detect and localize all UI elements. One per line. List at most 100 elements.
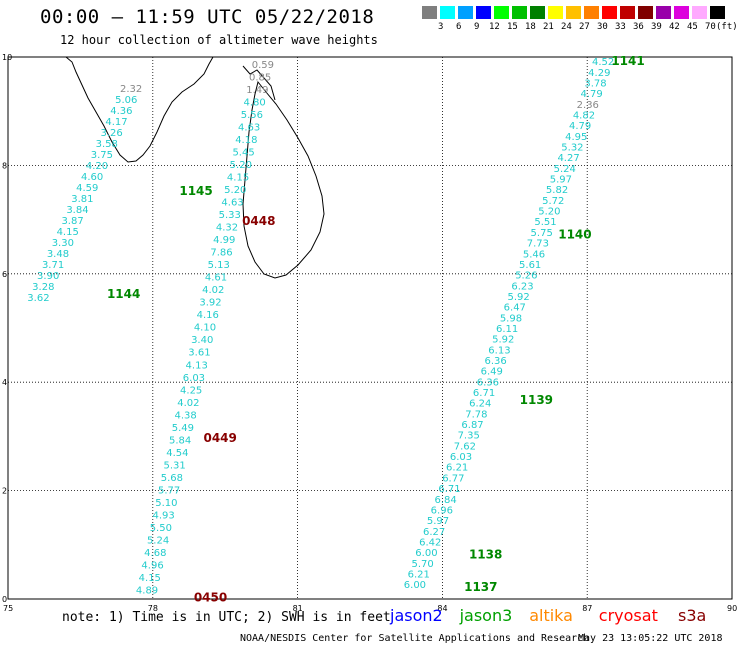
wave-height-value: 7.35 bbox=[458, 431, 480, 442]
wave-height-value: 4.80 bbox=[243, 97, 265, 108]
wave-height-value: 4.16 bbox=[197, 310, 219, 321]
wave-height-value: 4.02 bbox=[177, 398, 199, 409]
legend-label: 39 bbox=[651, 22, 662, 32]
legend-swatch bbox=[692, 6, 707, 19]
wave-height-value: 3.48 bbox=[47, 249, 69, 260]
wave-height-value: 3.28 bbox=[32, 282, 54, 293]
wave-height-value: 4.15 bbox=[227, 172, 249, 183]
pass-time-label: 1139 bbox=[520, 393, 553, 407]
wave-height-value: 4.63 bbox=[221, 198, 243, 209]
pass-time-label: 1141 bbox=[611, 54, 644, 68]
page-title: 00:00 – 11:59 UTC 05/22/2018 bbox=[40, 6, 375, 28]
wave-height-value: 5.33 bbox=[219, 210, 241, 221]
pass-time-label: 1144 bbox=[107, 287, 140, 301]
legend-swatch bbox=[458, 6, 473, 19]
wave-height-value: 3.40 bbox=[191, 335, 213, 346]
wave-height-value: 5.31 bbox=[163, 460, 185, 471]
wave-height-value: 6.71 bbox=[473, 388, 495, 399]
wave-height-value: 4.68 bbox=[144, 548, 166, 559]
x-tick-label: 84 bbox=[437, 604, 447, 613]
wave-height-value: 4.82 bbox=[573, 111, 595, 122]
altimeter-tracks: 2.325.064.364.173.263.583.754.204.604.59… bbox=[27, 57, 614, 596]
wave-height-value: 0.85 bbox=[249, 72, 271, 83]
wave-height-value: 4.63 bbox=[238, 122, 260, 133]
satellite-jason3: jason3 bbox=[459, 606, 513, 625]
wave-height-value: 4.20 bbox=[86, 161, 108, 172]
pass-time-label: 1137 bbox=[464, 580, 497, 594]
page-subtitle: 12 hour collection of altimeter wave hei… bbox=[60, 33, 378, 47]
legend-label: 24 bbox=[561, 22, 572, 32]
footer-note: note: 1) Time is in UTC; 2) SWH is in fe… bbox=[62, 610, 391, 625]
satellite-altika: altika bbox=[529, 606, 573, 625]
wave-height-value: 3.62 bbox=[27, 293, 49, 304]
wave-height-value: 5.20 bbox=[538, 207, 560, 218]
legend-label: 18 bbox=[525, 22, 536, 32]
wave-height-value: 6.36 bbox=[484, 356, 506, 367]
legend-swatch bbox=[584, 6, 599, 19]
wave-height-value: 6.42 bbox=[419, 537, 441, 548]
pass-time-label: 1140 bbox=[558, 228, 591, 242]
wave-height-value: 5.84 bbox=[169, 435, 191, 446]
wave-height-value: 5.51 bbox=[534, 217, 556, 228]
wave-height-value: 6.21 bbox=[446, 463, 468, 474]
wave-height-value: 6.00 bbox=[404, 580, 426, 591]
satellite-cryosat: cryosat bbox=[598, 606, 658, 625]
x-tick-label: 78 bbox=[148, 604, 158, 613]
wave-height-value: 6.03 bbox=[450, 452, 472, 463]
x-tick-label: 75 bbox=[3, 604, 13, 613]
y-tick-label: 2 bbox=[2, 487, 7, 496]
legend-label: 12 bbox=[489, 22, 500, 32]
wave-height-value: 6.96 bbox=[431, 505, 453, 516]
wave-height-value: 6.23 bbox=[511, 281, 533, 292]
legend-swatch bbox=[710, 6, 725, 19]
legend-label: 15 bbox=[507, 22, 518, 32]
pass-time-label: 1145 bbox=[179, 184, 212, 198]
wave-height-value: 2.32 bbox=[120, 84, 142, 95]
wave-height-value: 5.92 bbox=[492, 335, 514, 346]
satellite-jason2: jason2 bbox=[390, 606, 443, 625]
wave-height-value: 5.72 bbox=[542, 196, 564, 207]
y-tick-label: 6 bbox=[2, 270, 7, 279]
wave-height-value: 3.92 bbox=[199, 298, 221, 309]
wave-height-value: 4.36 bbox=[110, 106, 132, 117]
pass-time-label: 1138 bbox=[469, 547, 502, 561]
x-tick-label: 87 bbox=[582, 604, 592, 613]
y-tick-label: 8 bbox=[2, 161, 7, 170]
wave-height-value: 6.49 bbox=[481, 367, 503, 378]
legend-swatch bbox=[422, 6, 437, 19]
wave-height-value: 4.99 bbox=[213, 235, 235, 246]
wave-height-value: 5.92 bbox=[508, 292, 530, 303]
wave-height-value: 3.75 bbox=[91, 150, 113, 161]
axis-ticks: 75 78 81 84 87 90 0 2 4 6 8 10 bbox=[2, 53, 737, 613]
wave-height-value: 6.21 bbox=[408, 569, 430, 580]
x-tick-label: 90 bbox=[727, 604, 737, 613]
wave-height-value: 5.70 bbox=[411, 559, 433, 570]
wave-height-value: 5.32 bbox=[561, 143, 583, 154]
legend-label: 70 bbox=[705, 22, 716, 32]
legend-swatch bbox=[512, 6, 527, 19]
wave-height-value: 4.27 bbox=[557, 153, 579, 164]
wave-height-value: 5.20 bbox=[224, 185, 246, 196]
wave-height-value: 4.79 bbox=[581, 89, 603, 100]
pass-time-labels: 1145 1144 0448 0449 0450 1141 1140 1139 1138 1137 bbox=[107, 54, 645, 605]
wave-height-value: 6.03 bbox=[183, 373, 205, 384]
wave-height-value: 3.90 bbox=[37, 271, 59, 282]
wave-height-value: 4.29 bbox=[588, 68, 610, 79]
wave-height-value: 5.98 bbox=[500, 313, 522, 324]
track-1137-1141: 4.524.293.784.792.364.824.794.955.324.27… bbox=[404, 57, 615, 591]
wave-height-value: 5.50 bbox=[150, 523, 172, 534]
wave-height-value: 3.71 bbox=[42, 260, 64, 271]
legend-label: 36 bbox=[633, 22, 644, 32]
credit-line: NOAA/NESDIS Center for Satellite Applica… bbox=[240, 633, 590, 644]
legend-label: 30 bbox=[597, 22, 608, 32]
legend-swatch bbox=[620, 6, 635, 19]
pass-time-label: 0450 bbox=[194, 591, 227, 605]
wave-height-value: 5.75 bbox=[531, 228, 553, 239]
x-tick-label: 81 bbox=[293, 604, 303, 613]
wave-height-value: 5.13 bbox=[208, 260, 230, 271]
wave-height-value: 3.30 bbox=[52, 238, 74, 249]
wave-height-value: 4.79 bbox=[569, 121, 591, 132]
wave-height-value: 3.26 bbox=[100, 128, 122, 139]
wave-height-value: 4.52 bbox=[592, 57, 614, 68]
